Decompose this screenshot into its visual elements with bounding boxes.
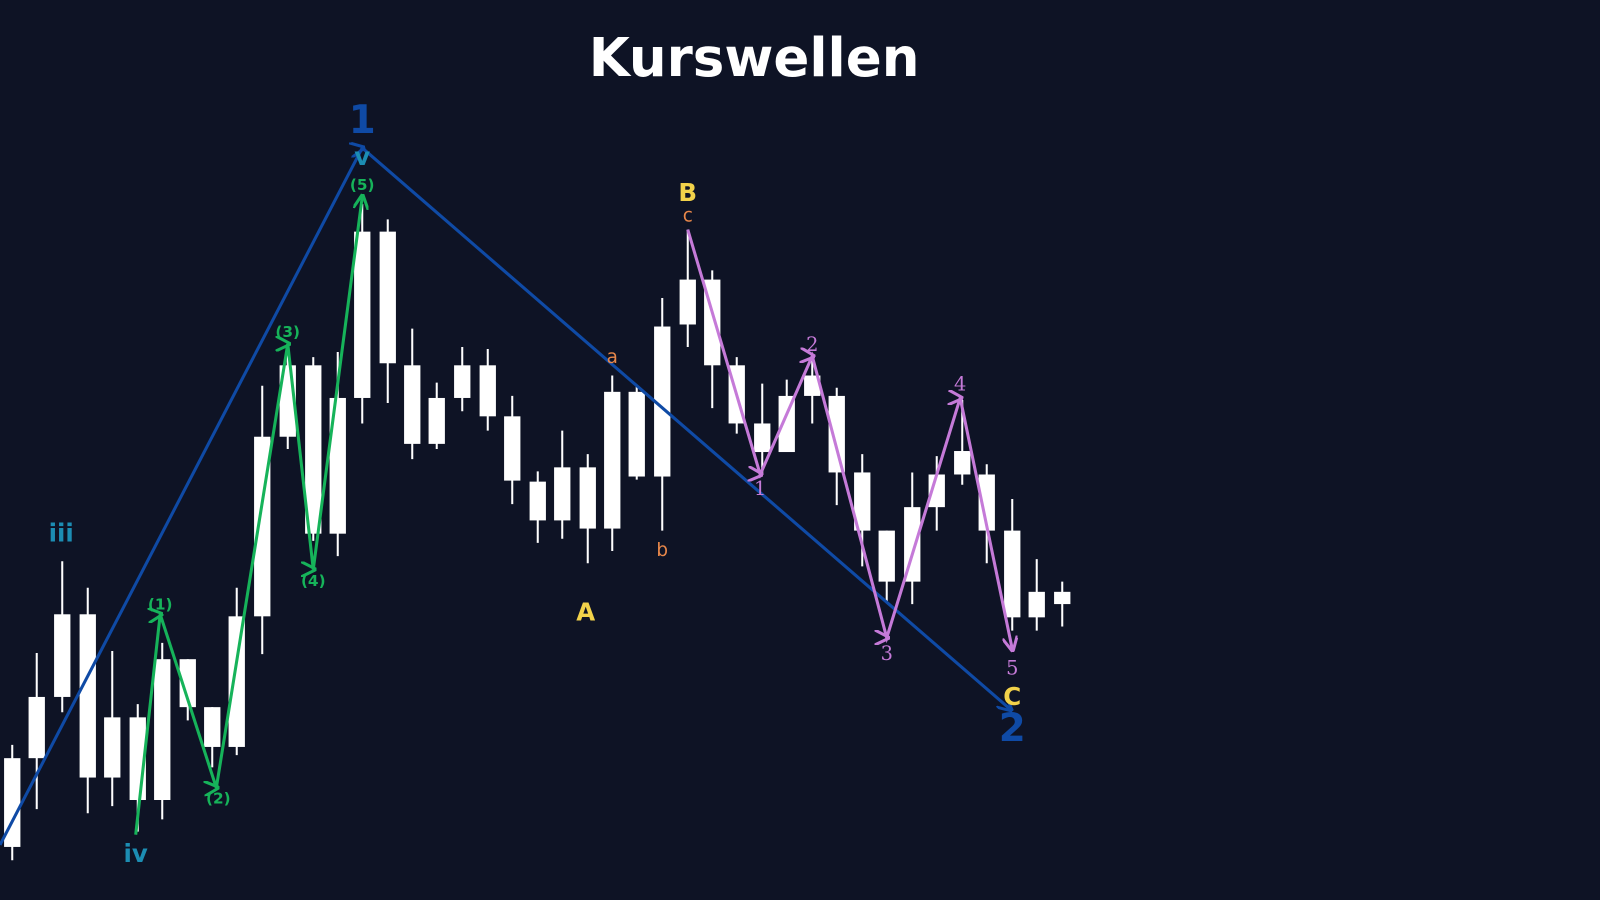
- minor-label: (1): [148, 596, 173, 614]
- impulse-label: 2: [806, 333, 818, 356]
- sub-correction-label: a: [607, 347, 618, 368]
- impulse-wave: [686, 229, 1012, 649]
- candle-body: [404, 365, 421, 444]
- candle-body: [204, 707, 221, 747]
- candle-body: [454, 365, 471, 398]
- impulse-label: 4: [954, 373, 966, 396]
- impulse-label: 3: [881, 642, 893, 665]
- correction-label: C: [1003, 682, 1021, 711]
- candle-body: [1028, 591, 1045, 618]
- candle-body: [954, 451, 971, 475]
- candle-body: [228, 616, 245, 747]
- intermediate-label: v: [354, 142, 370, 171]
- minor-label: (5): [350, 176, 375, 194]
- impulse-label: 1: [754, 477, 766, 500]
- candle-body: [54, 614, 71, 697]
- candle-body: [428, 397, 445, 444]
- primary-label: 1: [349, 98, 376, 143]
- candle-body: [754, 423, 771, 453]
- intermediate-label: iii: [49, 519, 74, 548]
- candle-body: [554, 467, 571, 521]
- candle-body: [504, 416, 521, 481]
- candle-body: [1054, 591, 1071, 605]
- candle-body: [628, 391, 645, 477]
- candle-body: [679, 279, 696, 325]
- candle-body: [529, 481, 546, 521]
- candle-body: [79, 614, 96, 778]
- intermediate-label: iv: [124, 839, 148, 868]
- correction-label: B: [678, 178, 697, 207]
- title: Kurswellen: [589, 27, 920, 89]
- candle-body: [604, 391, 621, 529]
- candle-body: [154, 659, 171, 800]
- candle-body: [379, 231, 396, 364]
- candle-body: [104, 717, 121, 778]
- correction-label: A: [576, 597, 595, 626]
- candle-body: [354, 231, 371, 398]
- candle-body: [479, 365, 496, 417]
- impulse-label: 5: [1006, 656, 1018, 679]
- minor-label: (3): [275, 323, 300, 341]
- candle-body: [828, 395, 845, 473]
- candle-body: [1004, 530, 1021, 618]
- candle-body: [579, 467, 596, 529]
- candle-body: [4, 758, 21, 847]
- minor-label: (2): [206, 789, 231, 807]
- sub-correction-label: b: [656, 540, 668, 561]
- minor-label: (4): [301, 572, 326, 590]
- candle-body: [28, 696, 45, 759]
- sub-correction-label: c: [683, 205, 693, 226]
- primary-label: 2: [999, 706, 1026, 751]
- candle-body: [878, 530, 895, 582]
- minor-wave: [134, 197, 363, 835]
